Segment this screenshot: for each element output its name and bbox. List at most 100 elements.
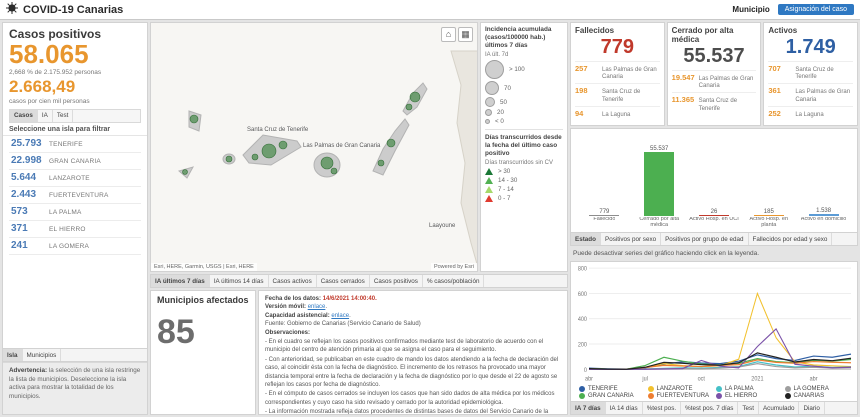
ia-chart-tab[interactable]: IA 14 días bbox=[606, 402, 643, 414]
island-value: 22.998 bbox=[11, 155, 42, 167]
legend-series-item[interactable]: LANZAROTE bbox=[647, 386, 713, 392]
triangle-symbol-icon bbox=[485, 195, 493, 202]
legend-series-item[interactable]: FUERTEVENTURA bbox=[647, 393, 713, 399]
version-link[interactable]: enlace bbox=[307, 304, 326, 311]
assign-case-button[interactable]: Asignación del caso bbox=[777, 4, 854, 15]
fecha-value: 14/6/2021 14:00:40. bbox=[322, 296, 377, 302]
legend-series-item[interactable]: CANARIAS bbox=[784, 393, 850, 399]
legend-series-item[interactable]: TENERIFE bbox=[579, 386, 644, 392]
stat-breakdown-value: 707 bbox=[768, 64, 781, 73]
island-list: 25.793 TENERIFE 22.998 GRAN CANARIA 5.644 LAN… bbox=[3, 134, 147, 255]
bar-value-label: 185 bbox=[763, 209, 774, 215]
legend-series-label: EL HIERRO bbox=[725, 393, 758, 399]
rate-label: casos por cien mil personas bbox=[9, 97, 90, 105]
series-el-hierro bbox=[589, 327, 852, 370]
circle-symbol-icon bbox=[485, 119, 490, 124]
estado-tab[interactable]: Positivos por grupo de edad bbox=[661, 233, 749, 245]
estado-tab[interactable]: Fallecidos por edad y sexo bbox=[749, 233, 833, 245]
island-row[interactable]: 2.443 FUERTEVENTURA bbox=[9, 187, 141, 204]
svg-text:jul: jul bbox=[641, 375, 647, 383]
ia-chart-tab[interactable]: Acumulado bbox=[759, 402, 800, 414]
legend-series-dot-icon bbox=[716, 393, 722, 399]
map-canvas[interactable]: Santa Cruz de Tenerife Las Palmas de Gra… bbox=[150, 22, 478, 272]
legend-days-label: > 30 bbox=[498, 168, 511, 175]
bar-column: 185 Activo Hosp. en planta bbox=[743, 132, 795, 232]
municipios-value: 85 bbox=[157, 313, 195, 352]
island-row[interactable]: 241 LA GOMERA bbox=[9, 238, 141, 255]
map-tab[interactable]: Casos cerrados bbox=[317, 275, 370, 287]
ia-chart-tab[interactable]: %test pos. 7 días bbox=[681, 402, 739, 414]
capacidad-link[interactable]: enlace bbox=[331, 312, 350, 319]
stat-cards-row: Fallecidos 779 257 Las Palmas de Gran Canar… bbox=[570, 22, 859, 126]
legend-series-item[interactable]: LA GOMERA bbox=[784, 386, 850, 392]
info-card: Fecha de los datos: 14/6/2021 14:00:40. … bbox=[258, 290, 568, 415]
legend-circle-row: 20 bbox=[485, 109, 563, 116]
island-name: FUERTEVENTURA bbox=[49, 192, 109, 200]
legend-series-item[interactable]: LA PALMA bbox=[716, 386, 781, 392]
island-row[interactable]: 573 LA PALMA bbox=[9, 204, 141, 221]
stat-breakdown-row: 19.547 Las Palmas de Gran Canaria bbox=[671, 70, 757, 92]
svg-text:0: 0 bbox=[584, 366, 588, 374]
observaciones-list: - En el cuadro se reflejan los casos pos… bbox=[265, 338, 561, 414]
ia-chart-tab[interactable]: %test pos. bbox=[643, 402, 682, 414]
header: COVID-19 Canarias Municipio Asignación d… bbox=[0, 0, 860, 20]
legend-days-row: 7 - 14 bbox=[485, 186, 563, 193]
island-value: 241 bbox=[11, 240, 28, 252]
legend-circle-label: 20 bbox=[497, 109, 504, 116]
stat-breakdown-row: 257 Las Palmas de Gran Canaria bbox=[575, 61, 660, 83]
map-tab[interactable]: IA últimos 14 días bbox=[210, 275, 269, 287]
stat-value: 779 bbox=[600, 36, 635, 58]
circle-symbol-icon bbox=[485, 97, 495, 107]
triangle-symbol-icon bbox=[485, 168, 493, 175]
stat-value: 1.749 bbox=[785, 36, 836, 58]
municipios-card: Municipios afectados 85 bbox=[150, 290, 256, 415]
map-tab[interactable]: % casos/población bbox=[423, 275, 485, 287]
total-cases-value: 58.065 bbox=[9, 39, 89, 69]
island-municipio-tab[interactable]: Isla bbox=[3, 349, 23, 361]
legend-series-label: LA GOMERA bbox=[793, 386, 829, 392]
ia-chart-tab[interactable]: IA 7 días bbox=[571, 402, 606, 414]
circle-symbol-icon bbox=[485, 81, 499, 95]
map-tab[interactable]: Casos positivos bbox=[370, 275, 423, 287]
legend-series-dot-icon bbox=[647, 386, 654, 392]
cases-tab[interactable]: Test bbox=[53, 109, 74, 122]
stat-breakdown-label: Santa Cruz de Tenerife bbox=[602, 89, 641, 103]
stat-card: Fallecidos 779 257 Las Palmas de Gran Canar… bbox=[570, 22, 665, 126]
legend-series-item[interactable]: GRAN CANARIA bbox=[579, 393, 644, 399]
home-extent-icon[interactable]: ⌂ bbox=[441, 27, 456, 42]
estado-tab[interactable]: Estado bbox=[571, 233, 601, 245]
legend-series-item[interactable]: EL HIERRO bbox=[716, 393, 781, 399]
map-tab[interactable]: Casos activos bbox=[269, 275, 317, 287]
stat-breakdown-value: 361 bbox=[768, 86, 781, 96]
map-attribution: Esri, HERE, Garmin, USGS | Esri, HERE bbox=[151, 263, 257, 271]
island-row[interactable]: 25.793 TENERIFE bbox=[9, 136, 141, 153]
bar-category-label: Activo en domicilio bbox=[800, 217, 847, 222]
stat-breakdown-row: 361 Las Palmas de Gran Canaria bbox=[768, 83, 854, 105]
stat-card: Activos 1.749 707 Santa Cruz de Tenerife 361… bbox=[763, 22, 859, 126]
cases-tab[interactable]: IA bbox=[38, 109, 53, 122]
island-municipio-tab[interactable]: Municipios bbox=[23, 349, 62, 361]
island-name: TENERIFE bbox=[49, 141, 83, 149]
ia-chart-tab[interactable]: Diario bbox=[799, 402, 825, 414]
observacion-line: - Con anterioridad, se publicaban en est… bbox=[265, 356, 559, 388]
days-legend-title: Días transcurridos desde la fecha del úl… bbox=[485, 134, 562, 157]
basemap-icon[interactable]: ▦ bbox=[458, 27, 473, 42]
left-panel: Casos positivos 58.065 2,668 % de 2.175.… bbox=[2, 22, 148, 415]
virus-icon bbox=[6, 1, 18, 19]
island-row[interactable]: 22.998 GRAN CANARIA bbox=[9, 153, 141, 170]
powered-by-esri: Powered by Esri bbox=[430, 263, 477, 271]
stat-breakdown-label: La Laguna bbox=[602, 111, 631, 118]
bar-category-label: Cerrado por alta médica bbox=[639, 217, 680, 228]
ia-chart-tab[interactable]: Test bbox=[738, 402, 759, 414]
estado-tab[interactable]: Positivos por sexo bbox=[601, 233, 662, 245]
warning-title: Advertencia: bbox=[9, 367, 48, 374]
cases-tab[interactable]: Casos bbox=[10, 109, 38, 122]
island-row[interactable]: 371 EL HIERRO bbox=[9, 221, 141, 238]
island-row[interactable]: 5.644 LANZAROTE bbox=[9, 170, 141, 187]
map-label-tenerife: Santa Cruz de Tenerife bbox=[247, 127, 309, 133]
warning-box: Advertencia: la selección de una isla re… bbox=[3, 362, 147, 414]
stat-breakdown-value: 94 bbox=[575, 108, 584, 118]
map-tab[interactable]: IA últimos 7 días bbox=[151, 275, 210, 287]
bar bbox=[698, 215, 729, 216]
stat-breakdown-label: Las Palmas de Gran Canaria bbox=[795, 89, 851, 103]
